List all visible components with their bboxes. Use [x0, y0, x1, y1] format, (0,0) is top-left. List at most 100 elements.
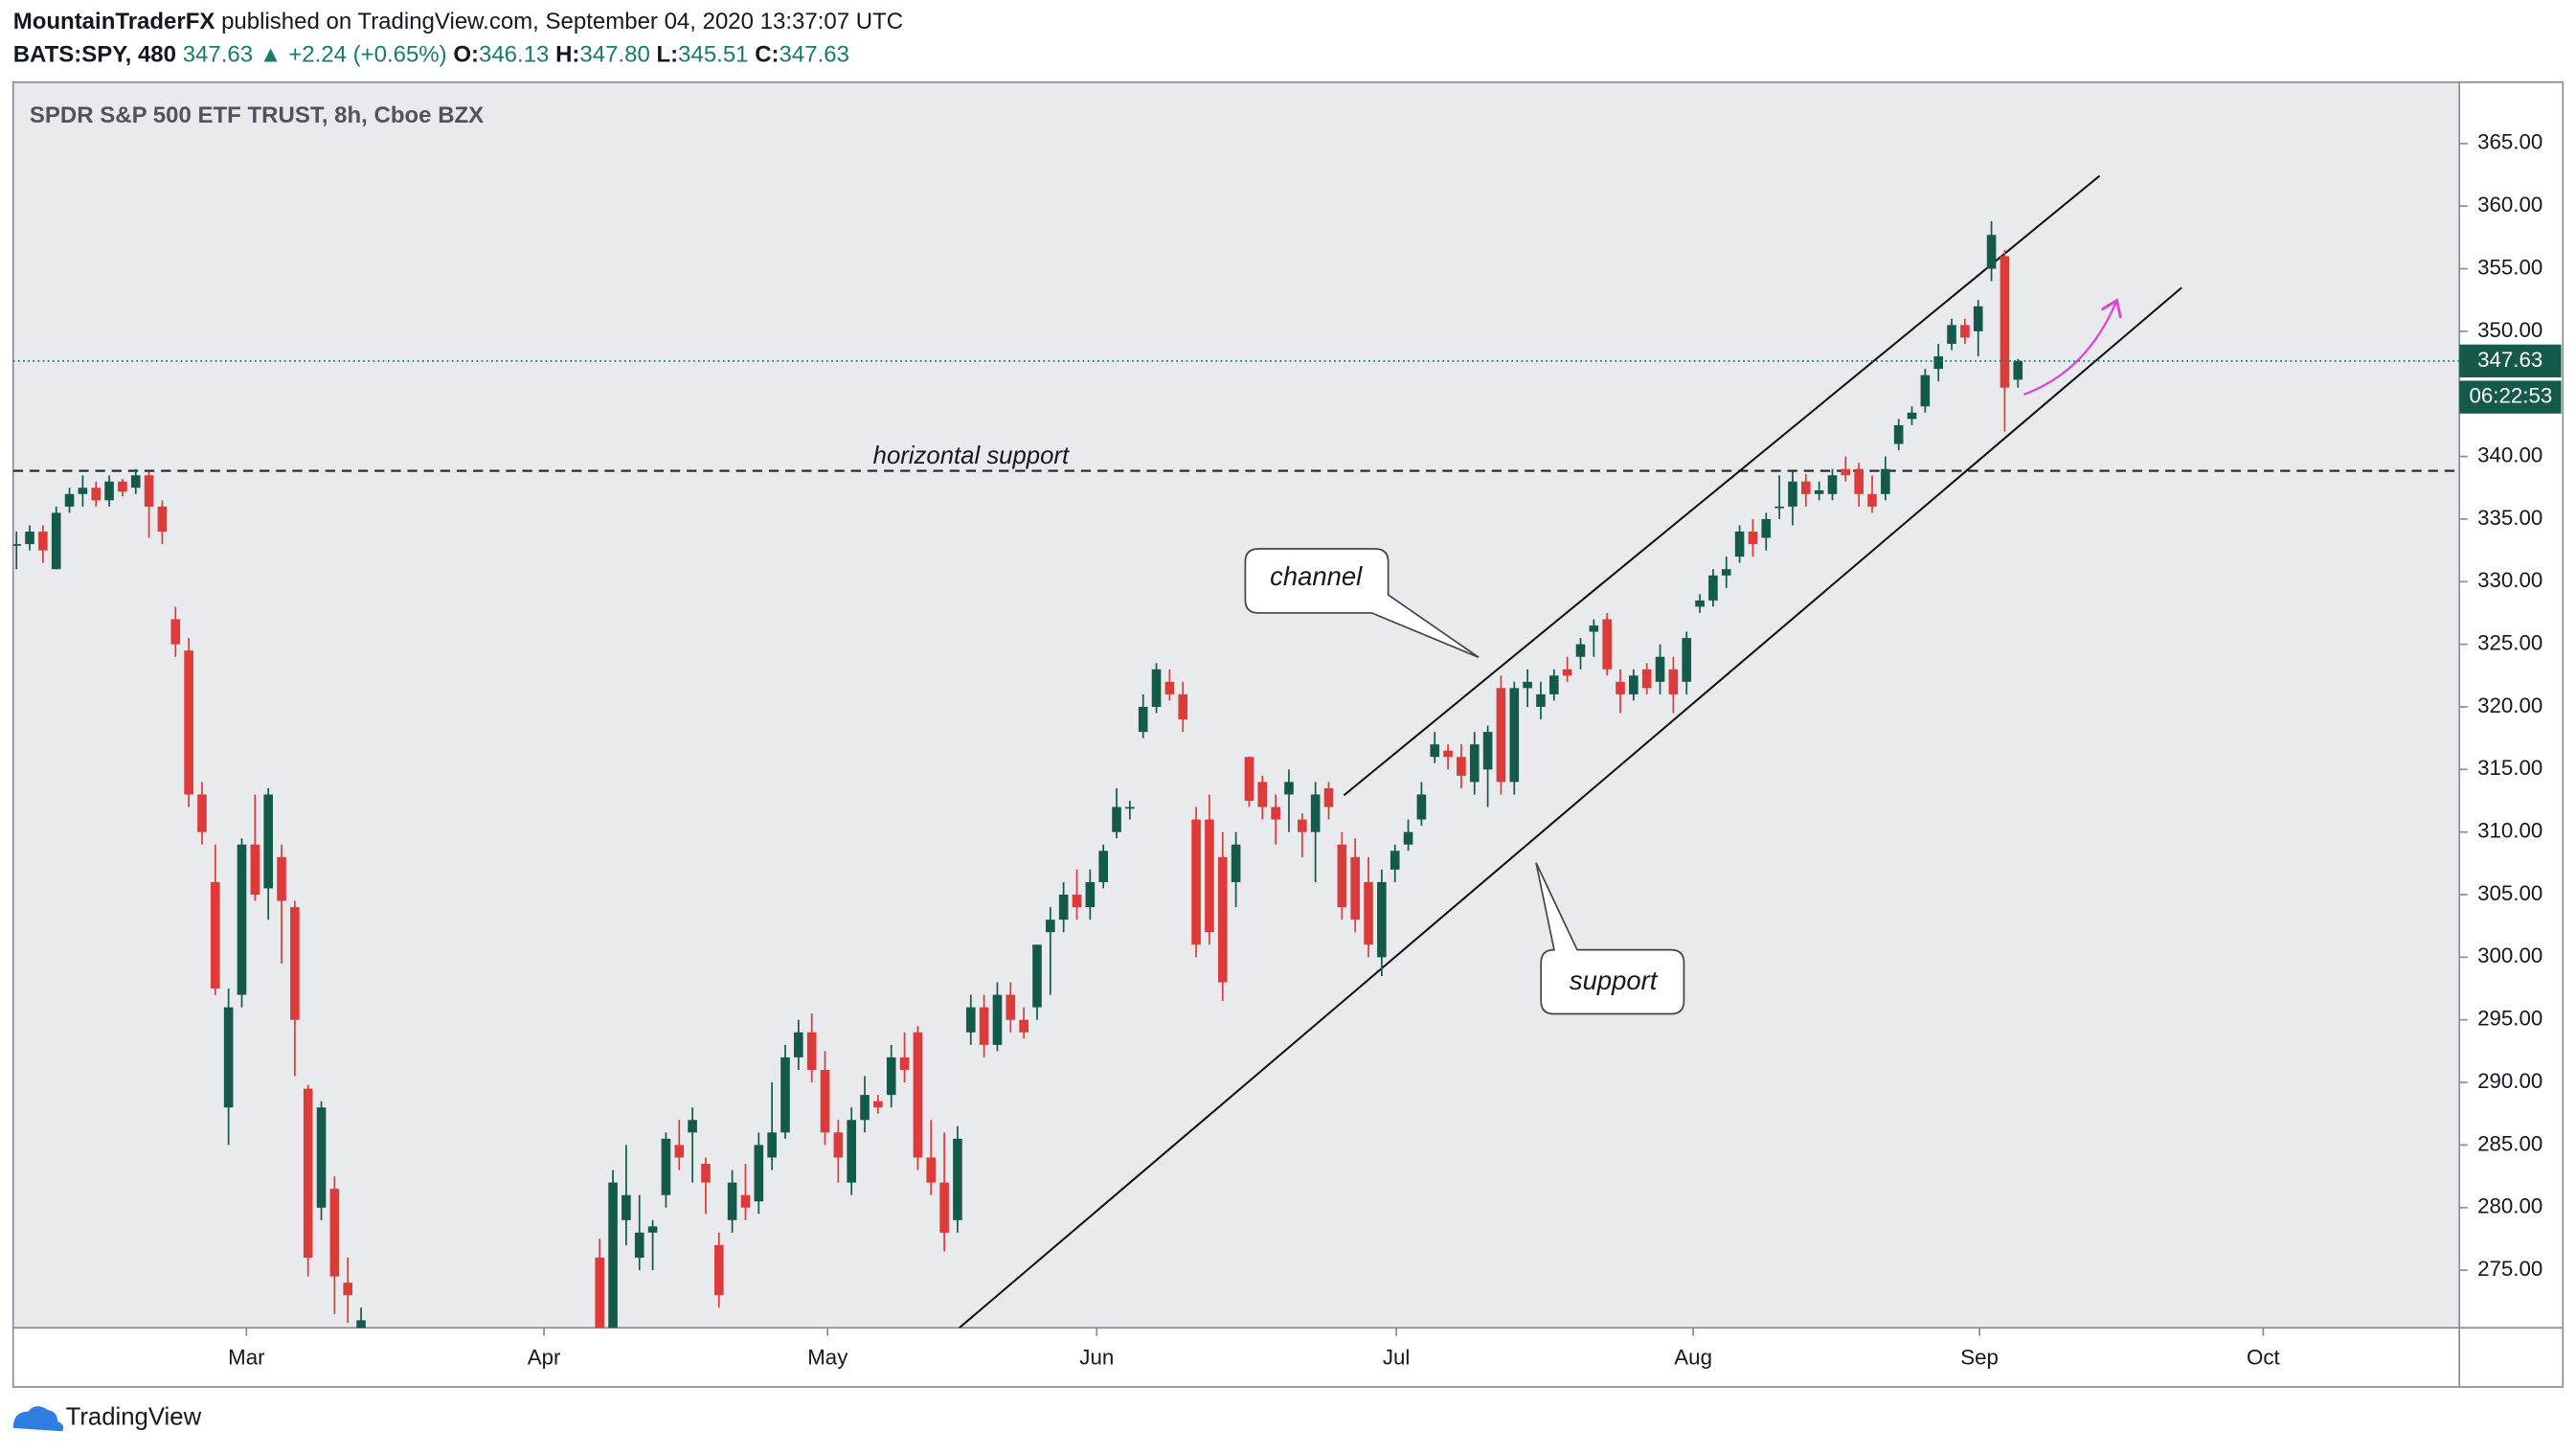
candle-body: [1641, 669, 1652, 689]
candle-body: [621, 1194, 631, 1220]
candle-body: [2013, 360, 2023, 380]
brand-logo: TradingView: [12, 1403, 202, 1432]
candle-body: [1032, 944, 1042, 1008]
symbol: BATS:SPY, 480: [13, 42, 176, 68]
candle-body: [1482, 732, 1493, 770]
candle-body: [12, 544, 21, 546]
candle-body: [820, 1069, 830, 1133]
candle-body: [1112, 807, 1121, 832]
candles: [12, 220, 2023, 1329]
candle-body: [1933, 356, 1944, 370]
quote-value: 346.13: [479, 42, 549, 68]
x-tick-label: May: [807, 1346, 848, 1370]
candle-body: [1827, 475, 1838, 494]
quote-key: O:: [453, 42, 479, 68]
candle-body: [1881, 468, 1890, 494]
candle-body: [1616, 681, 1625, 694]
candle-body: [847, 1120, 857, 1183]
y-tick-label: 365.00: [2477, 130, 2542, 154]
candle-body: [1138, 706, 1148, 733]
candle-body: [634, 1232, 644, 1259]
support-label: support: [1570, 966, 1659, 995]
y-tick-label: 300.00: [2477, 943, 2542, 967]
x-tick-label: Oct: [2247, 1346, 2280, 1370]
candle-body: [1151, 669, 1162, 707]
candle-body: [51, 512, 61, 570]
projection-arrow: [2023, 303, 2116, 396]
plot-area: [12, 81, 2460, 1329]
candle-body: [170, 619, 181, 645]
quote-value: 345.51: [678, 42, 748, 68]
candle-body: [1098, 851, 1109, 882]
candle-body: [701, 1164, 711, 1183]
candle-body: [211, 881, 220, 989]
candle-body: [1271, 807, 1280, 820]
candle-body: [1496, 688, 1506, 783]
quote-value: 347.80: [579, 42, 649, 68]
candle-body: [263, 794, 273, 889]
candle-body: [1575, 644, 1586, 657]
horizontal-support-label: horizontal support: [873, 443, 1071, 469]
candle-body: [1708, 575, 1718, 601]
candle-body: [754, 1145, 764, 1202]
candle-body: [794, 1032, 803, 1057]
candle-body: [197, 794, 207, 832]
countdown-box: [2459, 380, 2562, 414]
candle-body: [1562, 669, 1572, 676]
candle-body: [688, 1120, 697, 1133]
drawings: [12, 174, 2460, 1329]
candle-body: [104, 481, 114, 501]
candle-body: [277, 856, 286, 901]
candle-body: [674, 1145, 685, 1158]
candle-body: [1734, 532, 1745, 557]
candle-body: [1589, 625, 1599, 632]
candle-body: [237, 844, 247, 995]
candle-body: [356, 1320, 366, 1329]
x-tick-label: Apr: [528, 1346, 561, 1370]
channel-upper: [1343, 174, 2101, 797]
candle-body: [64, 493, 75, 507]
candle-body: [1469, 744, 1480, 783]
candle-body: [926, 1157, 937, 1183]
candle-body: [1323, 787, 1334, 807]
logo-icon: [12, 1406, 64, 1432]
y-tick-label: 285.00: [2477, 1131, 2542, 1155]
candle-body: [833, 1132, 844, 1158]
y-tick-label: 360.00: [2477, 193, 2542, 216]
candle-body: [223, 1007, 234, 1108]
candle-body: [899, 1056, 910, 1070]
candle-body: [1774, 506, 1784, 509]
candle-body: [1178, 693, 1188, 720]
candle-body: [1006, 994, 1016, 1020]
candle-body: [1907, 412, 1917, 420]
candle-body: [184, 650, 193, 795]
quote-value: 347.63: [780, 42, 849, 68]
candle-body: [647, 1226, 658, 1233]
candle-body: [1960, 325, 1970, 338]
published: published on TradingView.com, September …: [221, 9, 903, 34]
quote-key: H:: [555, 42, 579, 68]
y-tick-label: 320.00: [2477, 693, 2542, 717]
price: 347.63: [183, 42, 253, 68]
candle-body: [608, 1182, 618, 1329]
candle-body: [1390, 851, 1400, 870]
y-tick-label: 315.00: [2477, 756, 2542, 780]
candle-body: [1761, 518, 1772, 538]
candle-body: [2000, 256, 2010, 388]
chart-title: SPDR S&P 500 ETF TRUST, 8h, Cboe BZX: [30, 102, 484, 128]
candle-body: [1748, 532, 1758, 545]
quote-key: C:: [755, 42, 779, 68]
candle-body: [1682, 638, 1692, 682]
candle-body: [913, 1032, 923, 1158]
channel-callout: [1244, 548, 1480, 659]
candle-body: [740, 1194, 751, 1208]
candle-body: [1072, 895, 1082, 908]
candle-body: [1457, 757, 1466, 776]
candle-body: [1364, 881, 1373, 945]
candle-body: [1244, 757, 1254, 801]
y-tick-label: 290.00: [2477, 1069, 2542, 1093]
candle-body: [860, 1095, 870, 1121]
candle-body: [1721, 569, 1731, 576]
candle-body: [1298, 819, 1307, 832]
y-tick-label: 295.00: [2477, 1007, 2542, 1031]
